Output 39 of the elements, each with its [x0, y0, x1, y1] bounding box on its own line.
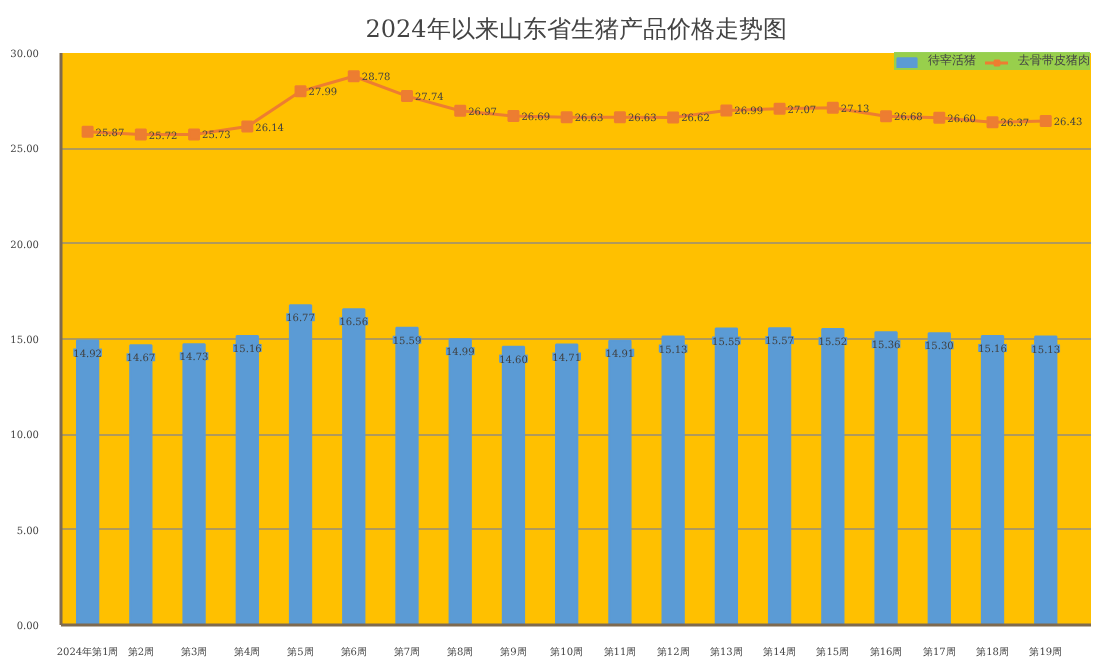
- point: [613, 111, 626, 124]
- bar: [235, 334, 259, 625]
- bar: [821, 328, 845, 625]
- point: [241, 120, 254, 133]
- point: [826, 101, 839, 114]
- point: [933, 111, 946, 124]
- point: [773, 102, 786, 115]
- point: [347, 70, 360, 83]
- bar: [342, 308, 366, 625]
- bar: [288, 304, 313, 625]
- bar: [608, 339, 632, 625]
- bar: [1034, 335, 1058, 625]
- point: [507, 110, 520, 123]
- point: [560, 111, 573, 124]
- bar: [75, 339, 100, 625]
- bar: [661, 335, 685, 625]
- bar: [501, 345, 526, 625]
- point: [667, 111, 680, 124]
- point: [400, 90, 413, 103]
- point: [454, 104, 467, 117]
- bar: [395, 326, 419, 625]
- point: [720, 104, 733, 117]
- bar: [927, 332, 951, 625]
- bar: [555, 343, 579, 625]
- point: [294, 85, 307, 98]
- bar: [129, 344, 153, 625]
- bar: [874, 331, 898, 625]
- point: [986, 116, 999, 129]
- chart-title: 2024年以来山东省生猪产品价格走势图: [365, 15, 787, 43]
- point: [880, 110, 893, 123]
- bar: [182, 343, 206, 625]
- bar: [448, 338, 472, 625]
- point: [81, 125, 94, 138]
- bar: [714, 327, 739, 625]
- bar: [767, 327, 792, 625]
- bar: [980, 334, 1005, 625]
- point: [1039, 115, 1052, 128]
- point: [134, 128, 147, 141]
- point: [188, 128, 201, 141]
